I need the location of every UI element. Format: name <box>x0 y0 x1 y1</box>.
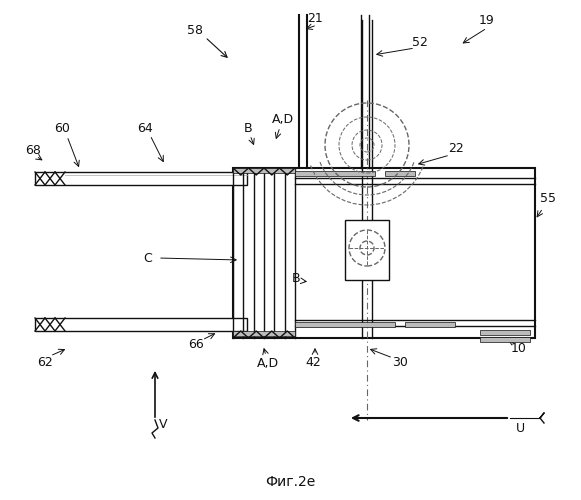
Text: B: B <box>292 272 300 284</box>
Text: C: C <box>144 252 152 264</box>
Bar <box>233 168 295 173</box>
Text: A,D: A,D <box>257 356 279 370</box>
Text: 68: 68 <box>25 144 41 156</box>
Bar <box>233 168 535 338</box>
Bar <box>295 322 395 327</box>
Text: Фиг.2e: Фиг.2e <box>265 475 315 489</box>
Text: 66: 66 <box>188 338 204 351</box>
Bar <box>385 171 415 176</box>
Text: 21: 21 <box>307 12 323 24</box>
Text: 62: 62 <box>37 356 53 368</box>
Text: A,D: A,D <box>272 114 294 126</box>
Bar <box>345 220 389 280</box>
Bar <box>405 322 455 327</box>
Text: 52: 52 <box>412 36 428 49</box>
Text: 22: 22 <box>448 142 464 154</box>
Text: 60: 60 <box>54 122 70 134</box>
Text: 55: 55 <box>540 192 556 204</box>
Bar <box>295 171 375 176</box>
Bar <box>480 330 530 335</box>
Bar <box>480 337 530 342</box>
Text: 10: 10 <box>511 342 527 354</box>
Text: U: U <box>515 422 525 434</box>
Text: 58: 58 <box>187 24 203 36</box>
Bar <box>233 331 295 336</box>
Bar <box>35 172 247 185</box>
Text: 42: 42 <box>305 356 321 368</box>
Text: 30: 30 <box>392 356 408 368</box>
Text: 64: 64 <box>137 122 153 134</box>
Text: 19: 19 <box>479 14 495 26</box>
Text: B: B <box>243 122 252 134</box>
Text: V: V <box>159 418 167 432</box>
Bar <box>35 318 247 331</box>
